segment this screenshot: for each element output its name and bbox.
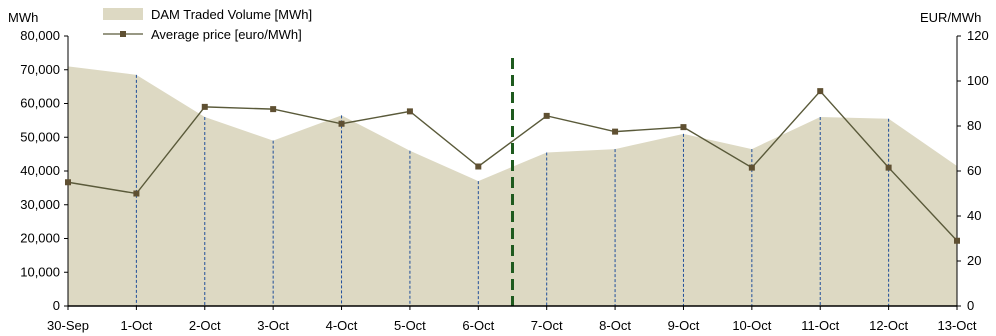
- price-point-10-Oct: [748, 164, 755, 171]
- price-point-13-Oct: [954, 237, 960, 244]
- x-tick-label-8-Oct: 8-Oct: [599, 318, 631, 333]
- right-tick-label: 80: [967, 118, 981, 133]
- price-point-3-Oct: [270, 106, 277, 113]
- x-tick-label-7-Oct: 7-Oct: [531, 318, 563, 333]
- left-tick-label: 40,000: [20, 163, 60, 178]
- x-tick-label-2-Oct: 2-Oct: [189, 318, 221, 333]
- legend-volume-label: DAM Traded Volume [MWh]: [151, 7, 312, 22]
- price-point-6-Oct: [475, 163, 482, 170]
- x-tick-label-3-Oct: 3-Oct: [257, 318, 289, 333]
- axes: [64, 35, 961, 310]
- right-tick-label: 120: [967, 28, 989, 43]
- legend-volume-swatch: [103, 8, 143, 20]
- category-dividers: [135, 74, 890, 306]
- left-tick-label: 70,000: [20, 62, 60, 77]
- left-tick-label: 50,000: [20, 129, 60, 144]
- left-tick-label: 20,000: [20, 231, 60, 246]
- x-tick-label-30-Sep: 30-Sep: [47, 318, 89, 333]
- price-point-5-Oct: [406, 108, 413, 115]
- price-point-9-Oct: [680, 124, 687, 131]
- price-line-layer: [65, 88, 960, 244]
- x-tick-label-4-Oct: 4-Oct: [326, 318, 358, 333]
- right-tick-label: 60: [967, 163, 981, 178]
- left-tick-label: 80,000: [20, 28, 60, 43]
- price-point-4-Oct: [338, 120, 345, 127]
- price-point-2-Oct: [201, 103, 208, 110]
- x-tick-label-9-Oct: 9-Oct: [668, 318, 700, 333]
- left-tick-label: 30,000: [20, 197, 60, 212]
- price-point-7-Oct: [543, 112, 550, 119]
- price-point-1-Oct: [133, 190, 140, 197]
- right-tick-label: 40: [967, 208, 981, 223]
- x-tick-label-11-Oct: 11-Oct: [801, 318, 839, 333]
- legend-price-marker: [120, 31, 126, 37]
- right-tick-label: 100: [967, 73, 989, 88]
- tick-labels: 0 10,000 20,000 30,000 40,000 50,000 60,000 70,…: [20, 28, 988, 333]
- x-tick-label-5-Oct: 5-Oct: [394, 318, 426, 333]
- legend: DAM Traded Volume [MWh] Average price [e…: [103, 7, 312, 42]
- x-tick-label-13-Oct: 13-Oct: [937, 318, 976, 333]
- left-tick-label: 60,000: [20, 96, 60, 111]
- x-tick-label-1-Oct: 1-Oct: [120, 318, 152, 333]
- left-tick-label: 0: [53, 298, 60, 313]
- price-point-12-Oct: [885, 164, 892, 171]
- price-point-8-Oct: [612, 128, 619, 135]
- right-axis-unit: EUR/MWh: [920, 10, 981, 25]
- left-axis-unit: MWh: [8, 10, 38, 25]
- legend-price-label: Average price [euro/MWh]: [151, 27, 302, 42]
- right-tick-label: 0: [967, 298, 974, 313]
- x-tick-label-6-Oct: 6-Oct: [462, 318, 494, 333]
- left-tick-label: 10,000: [20, 264, 60, 279]
- x-tick-label-12-Oct: 12-Oct: [869, 318, 908, 333]
- price-point-30-Sep: [65, 179, 71, 186]
- price-point-11-Oct: [817, 88, 824, 95]
- right-tick-label: 20: [967, 253, 981, 268]
- price-line: [67, 90, 958, 242]
- x-tick-label-10-Oct: 10-Oct: [732, 318, 771, 333]
